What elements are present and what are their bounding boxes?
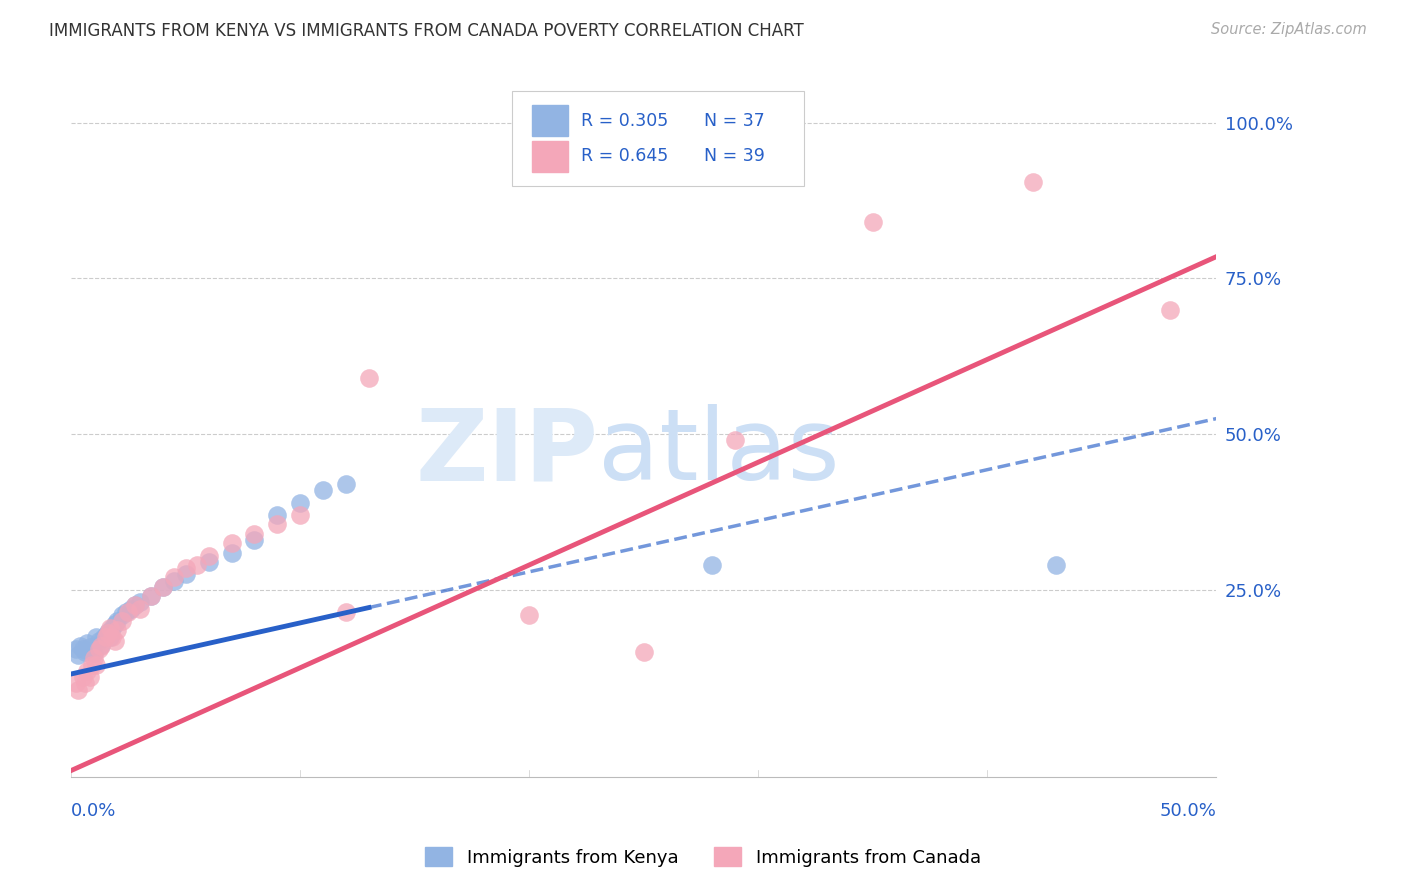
Point	[129, 595, 152, 609]
Text: ZIP: ZIP	[415, 404, 598, 501]
Point	[517, 607, 540, 622]
Point	[83, 651, 105, 665]
Point	[86, 657, 108, 672]
Text: IMMIGRANTS FROM KENYA VS IMMIGRANTS FROM CANADA POVERTY CORRELATION CHART: IMMIGRANTS FROM KENYA VS IMMIGRANTS FROM…	[49, 22, 804, 40]
Point	[290, 508, 312, 523]
Point	[104, 617, 127, 632]
Point	[221, 545, 243, 559]
Bar	[531, 105, 568, 136]
Point	[76, 664, 98, 678]
Point	[79, 640, 101, 655]
Point	[174, 561, 197, 575]
Point	[174, 567, 197, 582]
Point	[129, 601, 152, 615]
Point	[152, 580, 174, 594]
Point	[87, 642, 110, 657]
Point	[120, 601, 142, 615]
Text: R = 0.645: R = 0.645	[581, 147, 668, 165]
Point	[141, 589, 163, 603]
Point	[105, 614, 128, 628]
Point	[79, 670, 101, 684]
Point	[1159, 302, 1181, 317]
Point	[104, 634, 127, 648]
Point	[94, 628, 117, 642]
Text: N = 39: N = 39	[704, 147, 765, 165]
Point	[197, 555, 219, 569]
Point	[335, 477, 357, 491]
Point	[197, 549, 219, 563]
Point	[186, 558, 208, 572]
Point	[124, 599, 146, 613]
Point	[98, 630, 121, 644]
Point	[98, 622, 121, 636]
Y-axis label: Poverty: Poverty	[0, 393, 8, 457]
Point	[163, 570, 186, 584]
Legend: Immigrants from Kenya, Immigrants from Canada: Immigrants from Kenya, Immigrants from C…	[418, 840, 988, 874]
Text: 50.0%: 50.0%	[1160, 802, 1216, 820]
Point	[243, 526, 266, 541]
Point	[73, 676, 96, 690]
Point	[87, 634, 110, 648]
Point	[1045, 558, 1067, 572]
Point	[72, 670, 94, 684]
FancyBboxPatch shape	[512, 91, 804, 186]
Point	[290, 496, 312, 510]
Point	[1022, 175, 1045, 189]
Point	[724, 434, 747, 448]
Point	[111, 607, 134, 622]
Point	[91, 632, 114, 646]
Point	[111, 614, 134, 628]
Point	[97, 626, 120, 640]
Point	[243, 533, 266, 547]
Point	[65, 676, 87, 690]
Point	[141, 589, 163, 603]
Point	[163, 574, 186, 588]
Point	[86, 630, 108, 644]
Point	[80, 657, 103, 672]
Point	[266, 517, 288, 532]
Point	[702, 558, 724, 572]
Text: atlas: atlas	[598, 404, 839, 501]
Point	[312, 483, 335, 498]
Point	[72, 642, 94, 657]
Point	[90, 639, 112, 653]
Point	[90, 638, 112, 652]
Point	[117, 605, 139, 619]
Point	[124, 599, 146, 613]
Point	[67, 648, 90, 663]
Point	[221, 536, 243, 550]
Point	[101, 630, 124, 644]
Point	[101, 622, 124, 636]
Text: 0.0%: 0.0%	[72, 802, 117, 820]
Text: N = 37: N = 37	[704, 112, 765, 130]
Point	[76, 636, 98, 650]
Point	[73, 645, 96, 659]
Point	[97, 625, 120, 640]
Point	[357, 371, 380, 385]
Point	[115, 605, 138, 619]
Point	[83, 647, 105, 661]
Point	[67, 682, 90, 697]
Point	[65, 642, 87, 657]
Point	[152, 580, 174, 594]
Text: R = 0.305: R = 0.305	[581, 112, 668, 130]
Point	[94, 630, 117, 644]
Point	[80, 644, 103, 658]
Point	[633, 645, 655, 659]
Bar	[531, 141, 568, 171]
Point	[69, 639, 91, 653]
Point	[335, 605, 357, 619]
Point	[105, 624, 128, 638]
Text: Source: ZipAtlas.com: Source: ZipAtlas.com	[1211, 22, 1367, 37]
Point	[266, 508, 288, 523]
Point	[862, 215, 884, 229]
